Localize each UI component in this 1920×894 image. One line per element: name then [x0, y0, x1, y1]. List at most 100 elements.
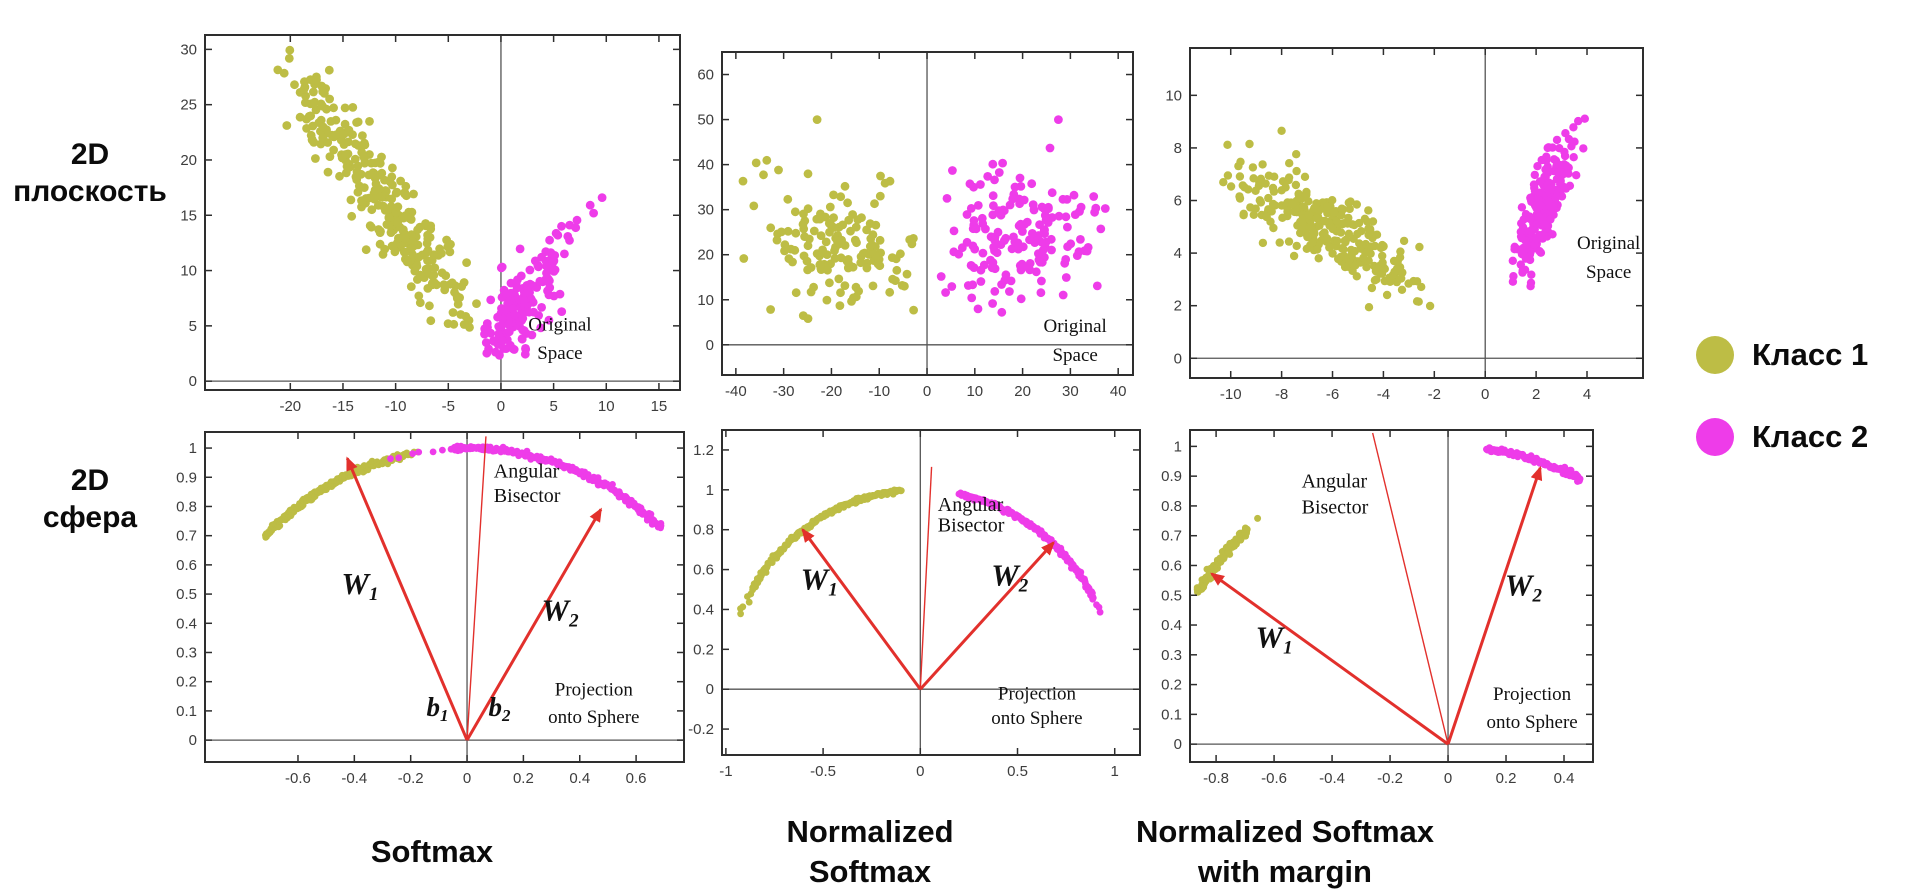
series-Класс 2	[480, 193, 607, 360]
y-tick-label: 10	[180, 263, 197, 280]
x-tick-label: -0.6	[1261, 770, 1287, 787]
panel-svg-sphere-softmax: W1 W2 b1 b2 Angular Bisector Projection onto Sp…	[176, 431, 685, 787]
zero-axes	[722, 52, 1133, 375]
series-Класс 1	[738, 115, 918, 323]
y-tick-label: 20	[697, 247, 714, 264]
plot-original-space-softmax: Original Space -20 -15 -10 -5 0 5 10 15 0 5 10 15 20 25…	[161, 27, 685, 423]
panel-svg-original-space-normalized-softmax-margin: Original Space -10 -8 -6 -4 -2 0 2 4 0 2 4 6 8 10	[1165, 47, 1644, 403]
y-tick-label: 0.8	[176, 498, 197, 515]
vectors	[801, 466, 1055, 691]
row-label-line: 2D	[70, 464, 110, 497]
caption-normalized-softmax-margin: Normalized Softmax with margin	[1035, 806, 1535, 894]
x-tick-label: 0.2	[513, 770, 534, 787]
scatter-series	[262, 442, 665, 541]
annotation-text: Space	[1586, 262, 1631, 283]
series-Класс 2	[936, 115, 1110, 317]
caption-line: Normalized	[786, 814, 954, 849]
x-tick-label: -0.2	[398, 770, 424, 787]
y-tick-label: 40	[697, 157, 714, 174]
W2-vector	[919, 541, 1055, 691]
x-tick-label: -2	[1428, 386, 1441, 403]
x-tick-label: -10	[1220, 386, 1242, 403]
x-tick-label: -15	[332, 398, 354, 415]
y-tick-label: 0.1	[1161, 706, 1182, 723]
caption-line: with margin	[1198, 854, 1372, 889]
y-tick-label: 0.8	[1161, 498, 1182, 515]
y-tick-label: 0.3	[1161, 647, 1182, 664]
panel-svg-original-space-normalized-softmax: Original Space -40 -30 -20 -10 0 10 20 30 40 0 10 20 3…	[697, 51, 1134, 400]
x-tick-label: 0.4	[1554, 770, 1575, 787]
legend: Класс 1 Класс 2	[1696, 336, 1916, 500]
y-tick-label: 0.9	[1161, 468, 1182, 485]
x-tick-label: 0	[916, 763, 924, 780]
axes-box: -0.6 -0.4 -0.2 0 0.2 0.4 0.6 0 0.1 0.2 0.3 0.4 0.5 0.…	[176, 431, 685, 787]
axes-box: -10 -8 -6 -4 -2 0 2 4 0 2 4 6 8 10	[1165, 47, 1644, 403]
y-tick-label: 0.6	[176, 557, 197, 574]
row-label-2d-sphere: 2D сфера	[6, 462, 174, 536]
angular-bisector	[466, 436, 487, 741]
scatter-series	[1219, 114, 1589, 312]
y-tick-label: 30	[180, 41, 197, 58]
x-tick-label: 30	[1062, 383, 1079, 400]
class-1-marker-icon	[1696, 336, 1734, 374]
vector-label-b2: b2	[488, 692, 511, 725]
vector-label-W2: W2	[991, 558, 1029, 597]
y-tick-label: 60	[697, 67, 714, 84]
zero-axes	[205, 35, 680, 390]
annotation-text: Bisector	[1302, 496, 1369, 518]
legend-label-class-1: Класс 1	[1752, 337, 1869, 372]
y-tick-label: 0.6	[1161, 557, 1182, 574]
legend-item-class-1: Класс 1	[1696, 336, 1916, 374]
zero-axes	[1190, 48, 1643, 378]
axes-box: -40 -30 -20 -10 0 10 20 30 40 0 10 20 30 40 50 60	[697, 51, 1134, 400]
y-tick-label: 1	[706, 482, 714, 499]
y-tick-label: 0.1	[176, 703, 197, 720]
x-tick-label: -4	[1377, 386, 1390, 403]
series-Класс 1	[737, 586, 756, 618]
y-tick-label: 30	[697, 202, 714, 219]
y-tick-label: 0.2	[1161, 677, 1182, 694]
y-tick-label: 0.4	[693, 601, 714, 618]
vector-label-W1: W1	[341, 566, 378, 605]
y-tick-label: 0.2	[693, 641, 714, 658]
y-tick-label: 25	[180, 97, 197, 114]
panel-svg-original-space-softmax: Original Space -20 -15 -10 -5 0 5 10 15 0 5 10 15 20 25…	[180, 34, 681, 415]
y-tick-label: 0	[1174, 736, 1182, 753]
x-tick-label: 10	[598, 398, 615, 415]
x-tick-label: 15	[651, 398, 668, 415]
annotation-text: Projection	[555, 680, 634, 701]
y-tick-label: 0.2	[176, 674, 197, 691]
y-tick-label: 0.7	[1161, 528, 1182, 545]
x-tick-label: -10	[868, 383, 890, 400]
y-tick-label: 1.2	[693, 442, 714, 459]
vector-label-b1: b1	[426, 692, 448, 725]
y-tick-label: 0.4	[176, 615, 197, 632]
vector-label-W1: W1	[1256, 619, 1293, 658]
annotation-text: Bisector	[938, 515, 1005, 537]
legend-label-class-2: Класс 2	[1752, 419, 1869, 454]
scatter-series	[738, 115, 1110, 323]
axes-box: -20 -15 -10 -5 0 5 10 15 0 5 10 15 20 25 30	[180, 34, 681, 415]
x-tick-label: 1	[1111, 763, 1119, 780]
y-tick-label: 6	[1174, 193, 1182, 210]
plot-sphere-normalized-softmax: W1 W2 Angular Bisector Projection onto Sphere…	[676, 424, 1146, 788]
x-tick-label: -8	[1275, 386, 1288, 403]
y-tick-label: 0	[1174, 350, 1182, 367]
y-tick-label: 0	[706, 337, 714, 354]
caption-softmax: Softmax	[232, 806, 632, 894]
zero-axes	[722, 430, 1140, 755]
annotation-text: Original	[1577, 233, 1640, 254]
y-tick-label: 1	[189, 440, 197, 457]
x-tick-label: 0.2	[1496, 770, 1517, 787]
y-tick-label: 4	[1174, 245, 1182, 262]
series-Класс 1	[749, 486, 905, 591]
plot-sphere-softmax: W1 W2 b1 b2 Angular Bisector Projection onto Sp…	[159, 424, 690, 795]
x-tick-label: 4	[1583, 386, 1591, 403]
x-tick-label: -0.2	[1377, 770, 1403, 787]
series-Класс 2	[1508, 114, 1589, 291]
row-label-2d-plane: 2D плоскость	[6, 136, 174, 210]
legend-item-class-2: Класс 2	[1696, 418, 1916, 456]
x-tick-label: -6	[1326, 386, 1339, 403]
